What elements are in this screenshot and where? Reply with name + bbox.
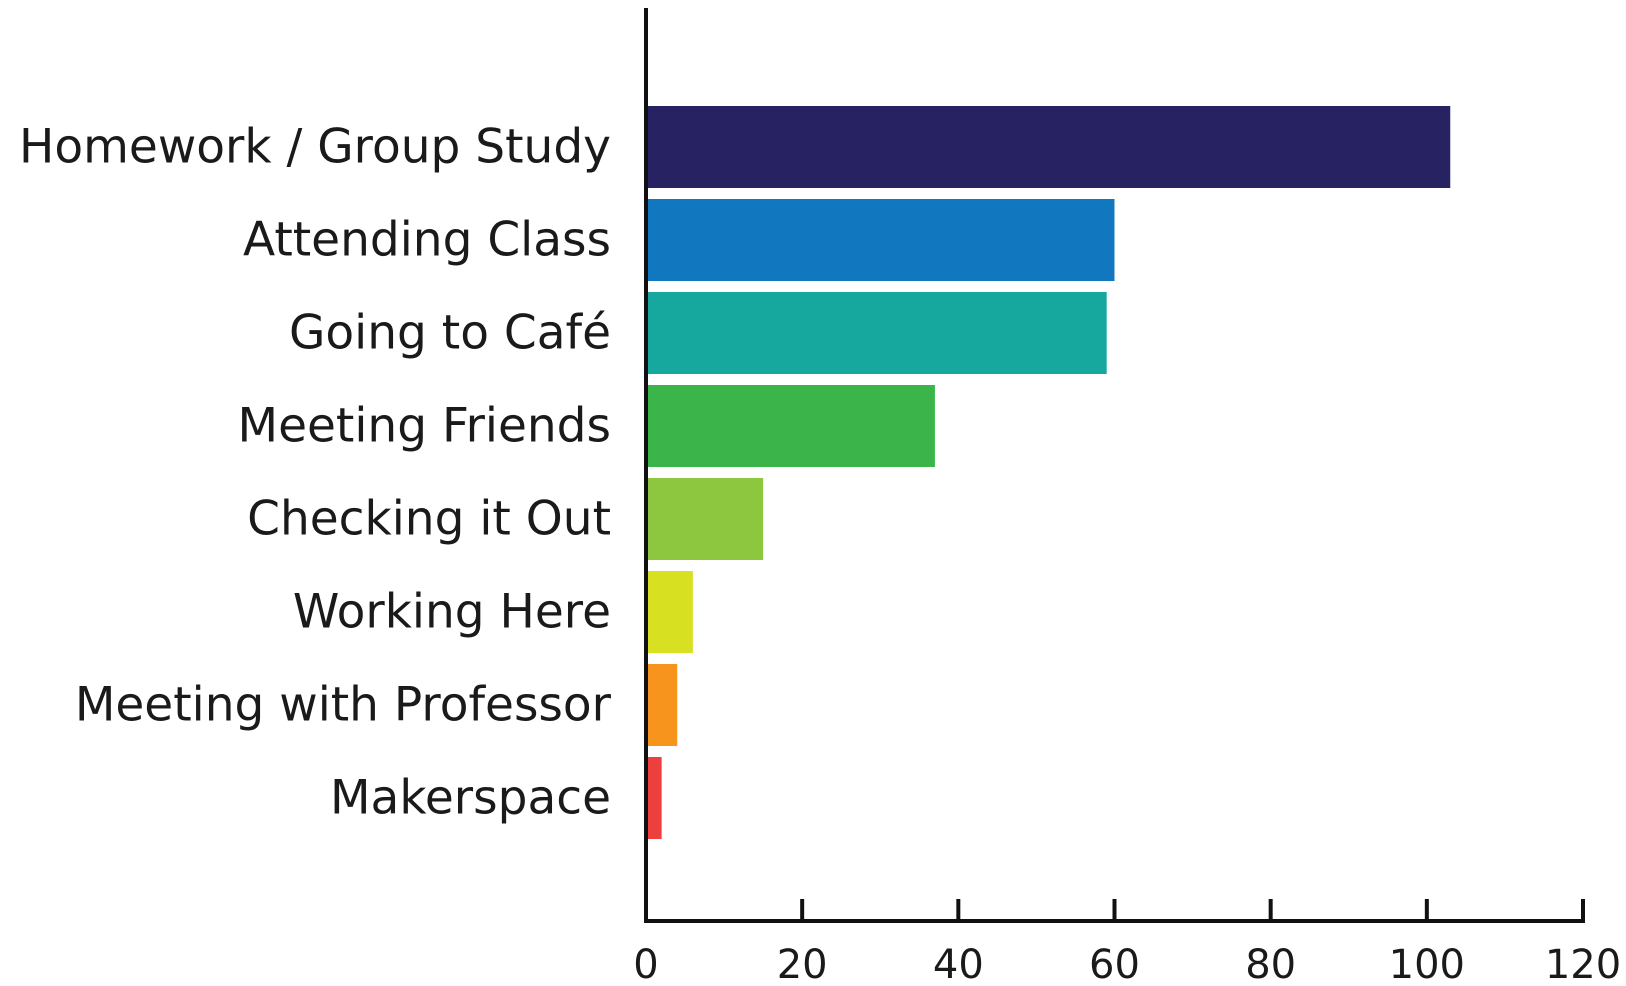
category-label: Going to Café xyxy=(289,306,611,361)
x-tick-label: 80 xyxy=(1245,942,1296,986)
x-ticks: 0 20 40 60 80 100 120 xyxy=(633,899,1621,986)
x-tick-label: 60 xyxy=(1089,942,1140,986)
category-label: Meeting with Professor xyxy=(75,678,612,733)
x-tick-label: 120 xyxy=(1545,942,1621,986)
bar-3 xyxy=(646,385,935,467)
bar-7 xyxy=(646,757,662,839)
category-label: Meeting Friends xyxy=(238,399,611,454)
category-label: Working Here xyxy=(293,585,611,640)
category-labels: Homework / Group Study Attending Class Goi… xyxy=(19,120,612,826)
bar-5 xyxy=(646,571,693,653)
bars-layer xyxy=(646,106,1451,839)
x-tick-label: 100 xyxy=(1389,942,1465,986)
bar-0 xyxy=(646,106,1451,188)
category-label: Makerspace xyxy=(330,771,611,826)
x-tick-label: 40 xyxy=(933,942,984,986)
bar-2 xyxy=(646,292,1107,374)
bar-4 xyxy=(646,478,764,560)
x-tick-label: 0 xyxy=(633,942,658,986)
bar-6 xyxy=(646,664,678,746)
category-label: Homework / Group Study xyxy=(19,120,611,175)
category-label: Attending Class xyxy=(243,213,611,268)
category-label: Checking it Out xyxy=(247,492,611,547)
x-tick-label: 20 xyxy=(777,942,828,986)
bar-1 xyxy=(646,199,1115,281)
